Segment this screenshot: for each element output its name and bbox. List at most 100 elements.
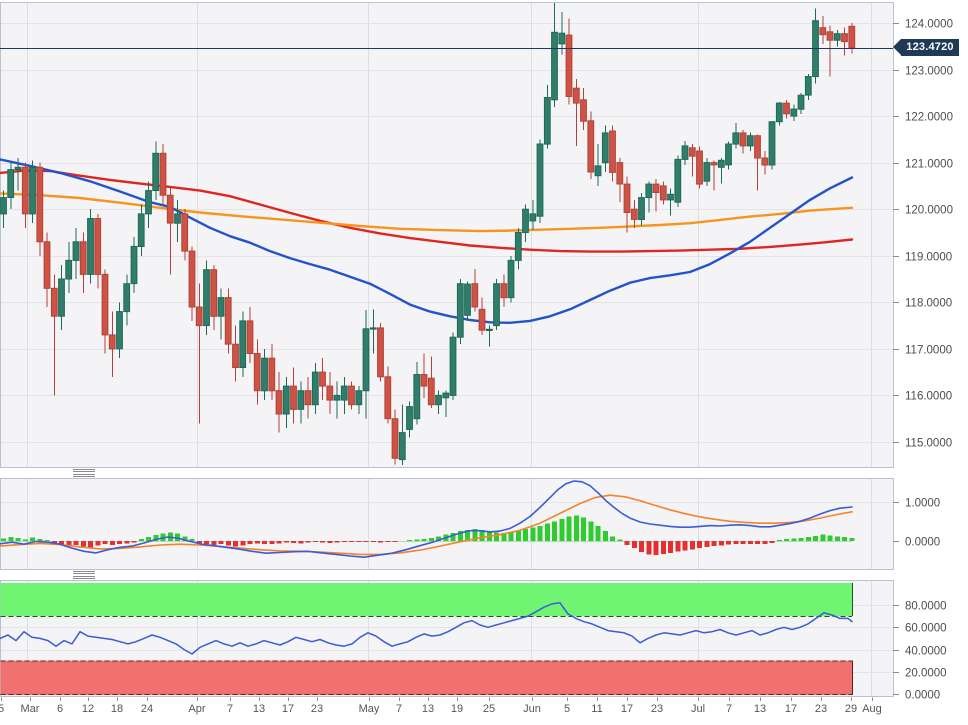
panel-resize-handle-rsi[interactable] <box>73 571 95 579</box>
candle <box>145 181 152 228</box>
candle <box>290 367 297 424</box>
svg-text:Jun: Jun <box>523 703 541 715</box>
svg-text:115.0000: 115.0000 <box>905 438 952 450</box>
candle <box>311 362 319 415</box>
candle <box>420 353 428 399</box>
svg-text:Apr: Apr <box>188 703 205 715</box>
candle <box>652 178 660 212</box>
candle <box>159 144 167 205</box>
svg-text:23: 23 <box>311 703 323 715</box>
candle <box>406 401 413 438</box>
candle <box>435 390 442 415</box>
price-axis[interactable]: 124.0000 123.0000 122.0000 121.0000 120.0000… <box>893 19 953 702</box>
candle <box>116 302 123 359</box>
candle <box>819 16 827 44</box>
candle <box>427 356 435 408</box>
candle <box>174 199 181 242</box>
macd-signal-line <box>0 494 853 556</box>
svg-text:121.0000: 121.0000 <box>905 159 953 171</box>
svg-text:17: 17 <box>785 703 797 715</box>
candle <box>645 181 653 213</box>
candle <box>369 309 377 354</box>
candle <box>7 162 15 210</box>
candle <box>681 141 689 165</box>
candle <box>282 376 290 428</box>
candle <box>833 29 841 47</box>
svg-text:17: 17 <box>282 703 294 715</box>
svg-text:80.0000: 80.0000 <box>905 601 947 613</box>
month-gridlines <box>1 3 893 696</box>
candle <box>304 376 312 419</box>
candle <box>123 274 131 326</box>
candle <box>485 325 493 347</box>
macd-line <box>0 480 853 559</box>
time-axis[interactable]: 5 Mar 6 12 18 24 Apr 7 13 17 23 May 7 13 19 25 Jun 5 11 17 2… <box>0 697 882 716</box>
candle <box>703 157 711 186</box>
candle <box>616 157 624 203</box>
candle <box>297 381 305 424</box>
candle <box>130 237 138 293</box>
candle <box>456 279 464 345</box>
svg-text:123.0000: 123.0000 <box>905 66 953 78</box>
candle <box>65 241 73 293</box>
svg-text:13: 13 <box>422 703 434 715</box>
candle <box>667 188 674 216</box>
candle <box>43 232 51 307</box>
candle <box>232 325 239 382</box>
svg-text:24: 24 <box>141 703 153 715</box>
candle <box>217 288 225 340</box>
svg-text:11: 11 <box>591 703 602 715</box>
candle <box>478 297 486 335</box>
candle <box>166 185 174 275</box>
candle <box>580 88 587 131</box>
candle <box>630 199 638 228</box>
candle <box>725 141 732 170</box>
candle <box>659 181 667 205</box>
svg-text:12: 12 <box>82 703 94 715</box>
candle <box>210 265 218 331</box>
candle <box>413 361 421 425</box>
svg-text:7: 7 <box>726 703 732 715</box>
candle <box>348 381 355 410</box>
svg-text:60.0000: 60.0000 <box>905 623 947 635</box>
candle <box>246 306 254 363</box>
candles <box>0 2 856 466</box>
svg-text:118.0000: 118.0000 <box>905 298 952 310</box>
candle <box>101 269 109 354</box>
panel-resize-handle-macd[interactable] <box>73 469 95 477</box>
svg-text:116.0000: 116.0000 <box>905 391 952 403</box>
candle <box>50 274 58 396</box>
candle <box>0 190 7 228</box>
candle <box>137 204 145 256</box>
candle <box>674 155 682 207</box>
candle <box>239 311 247 377</box>
svg-text:5: 5 <box>0 703 4 715</box>
candle <box>36 162 44 256</box>
ma-orange-line <box>0 192 854 233</box>
candle <box>594 144 602 186</box>
candle <box>72 227 80 280</box>
candle <box>58 265 65 331</box>
candle <box>565 18 573 105</box>
candle <box>203 260 210 335</box>
candle <box>536 139 544 224</box>
candle <box>224 288 232 354</box>
candle <box>21 162 29 228</box>
svg-text:17: 17 <box>621 703 633 715</box>
candle <box>398 404 406 466</box>
candle <box>355 386 363 415</box>
candle <box>108 311 116 377</box>
candle <box>253 339 261 405</box>
candle <box>152 141 160 200</box>
candle <box>464 281 471 321</box>
candle <box>710 160 718 191</box>
candle <box>609 125 616 182</box>
svg-text:May: May <box>359 703 380 715</box>
ma-red-line <box>0 169 854 253</box>
svg-text:29: 29 <box>845 703 857 715</box>
svg-text:13: 13 <box>754 703 766 715</box>
candle <box>739 130 747 154</box>
candle <box>333 381 341 419</box>
candle <box>572 78 580 146</box>
